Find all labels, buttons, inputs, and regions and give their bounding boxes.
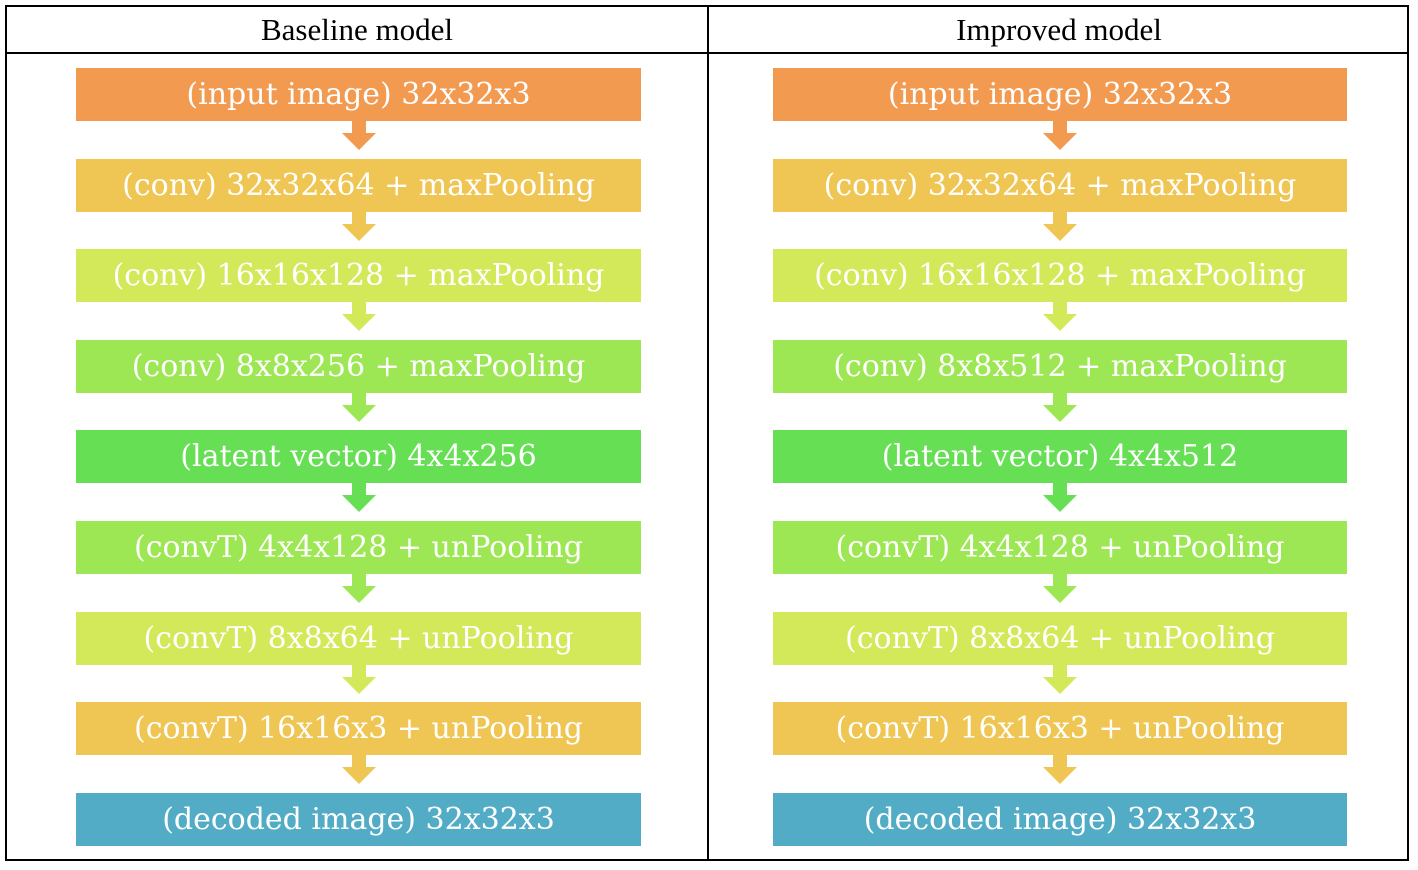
- layer-box-4: (conv) 8x8x256 + maxPooling: [76, 339, 641, 393]
- flow-arrow-icon: [1043, 661, 1077, 694]
- flow-arrow-icon: [341, 661, 376, 694]
- layer-box-7: (convT) 8x8x64 + unPooling: [773, 611, 1347, 665]
- layer-box-4: (conv) 8x8x512 + maxPooling: [773, 339, 1347, 393]
- flow-arrow-icon: [341, 208, 376, 241]
- layer-box-5: (latent vector) 4x4x256: [76, 430, 641, 484]
- layer-box-2: (conv) 32x32x64 + maxPooling: [76, 158, 641, 212]
- layer-box-1: (input image) 32x32x3: [76, 68, 641, 121]
- flow-arrow-icon: [1043, 480, 1077, 513]
- flow-arrow-icon: [341, 752, 376, 785]
- header-divider: [5, 52, 1409, 54]
- layer-box-9: (decoded image) 32x32x3: [773, 792, 1347, 846]
- flow-arrow-icon: [341, 389, 376, 422]
- flow-arrow-icon: [341, 118, 376, 150]
- flow-arrow-icon: [1043, 752, 1077, 785]
- layer-box-7: (convT) 8x8x64 + unPooling: [76, 611, 641, 665]
- layer-box-9: (decoded image) 32x32x3: [76, 792, 641, 846]
- layer-box-5: (latent vector) 4x4x512: [773, 430, 1347, 484]
- layer-box-2: (conv) 32x32x64 + maxPooling: [773, 158, 1347, 212]
- layer-box-6: (convT) 4x4x128 + unPooling: [773, 521, 1347, 574]
- layer-box-3: (conv) 16x16x128 + maxPooling: [76, 249, 641, 303]
- flow-arrow-icon: [1043, 571, 1077, 603]
- layer-box-8: (convT) 16x16x3 + unPooling: [773, 702, 1347, 756]
- flow-arrow-icon: [341, 571, 376, 603]
- flow-arrow-icon: [1043, 299, 1077, 332]
- column-divider: [707, 5, 709, 861]
- flow-arrow-icon: [1043, 389, 1077, 422]
- layer-box-3: (conv) 16x16x128 + maxPooling: [773, 249, 1347, 303]
- flow-arrow-icon: [341, 299, 376, 332]
- layer-box-1: (input image) 32x32x3: [773, 68, 1347, 121]
- layer-box-6: (convT) 4x4x128 + unPooling: [76, 521, 641, 574]
- flow-arrow-icon: [341, 480, 376, 513]
- layer-box-8: (convT) 16x16x3 + unPooling: [76, 702, 641, 756]
- column-title-baseline: Baseline model: [261, 11, 453, 47]
- flow-arrow-icon: [1043, 118, 1077, 150]
- flow-arrow-icon: [1043, 208, 1077, 241]
- column-title-improved: Improved model: [956, 11, 1162, 47]
